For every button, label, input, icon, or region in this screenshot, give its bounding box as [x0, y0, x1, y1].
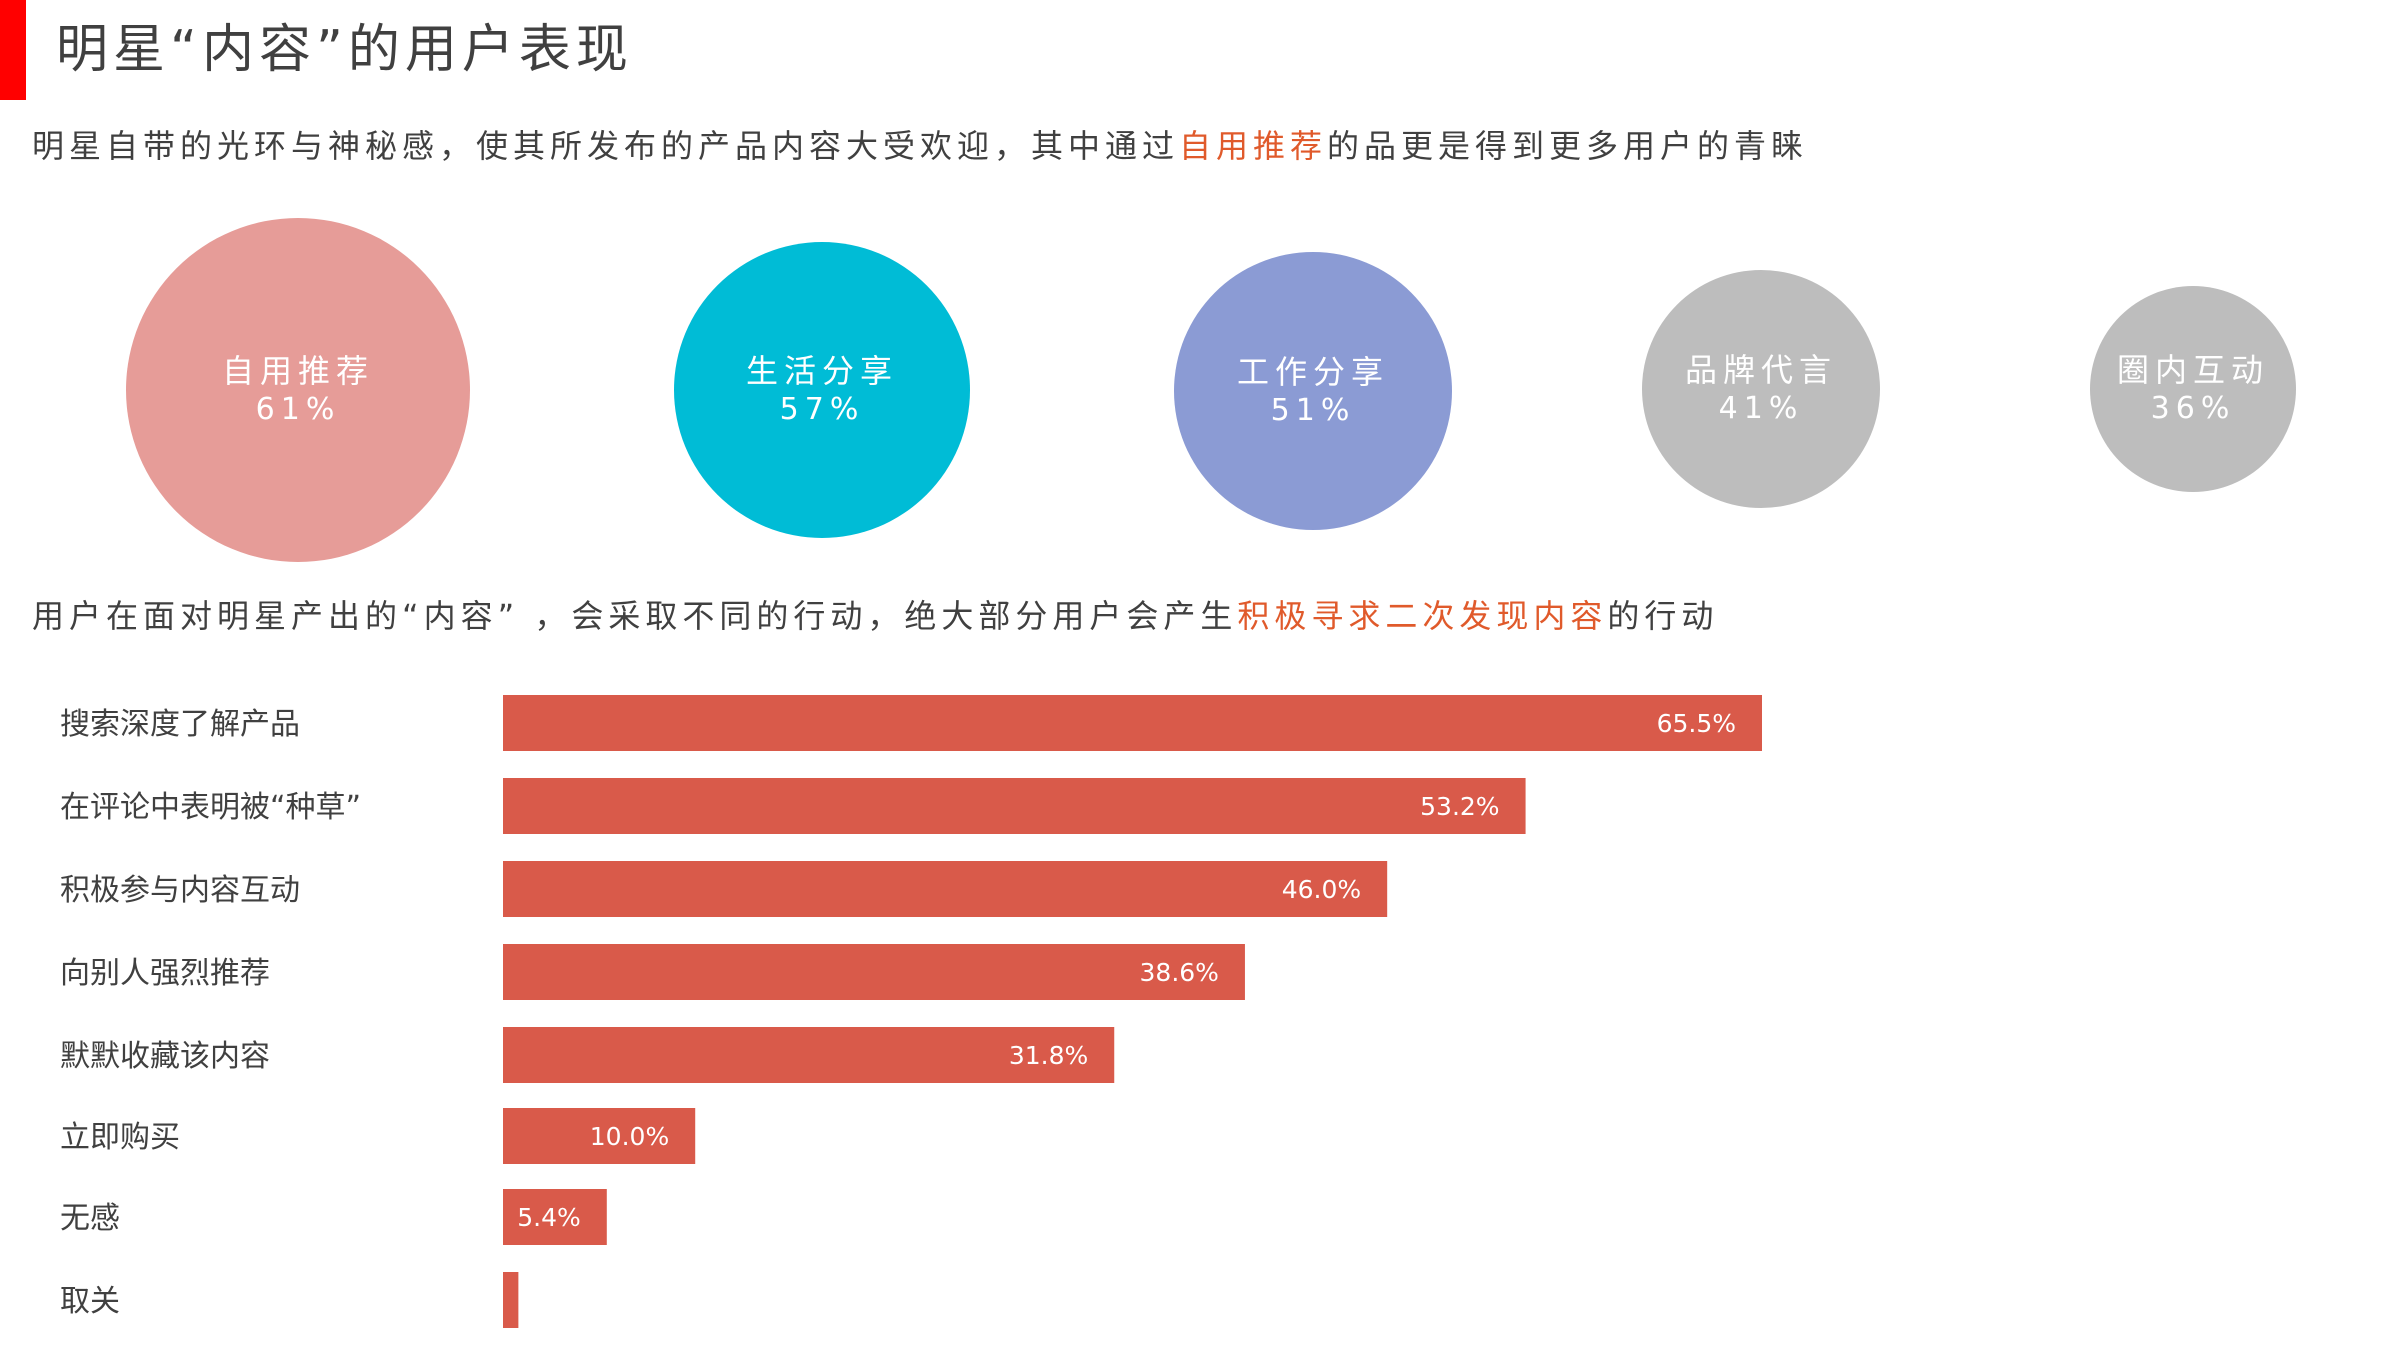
subtitle-bars: 用户在面对明星产出的“内容” ，会采取不同的行动，绝大部分用户会产生积极寻求二次… — [32, 594, 1718, 638]
bubble-brand-endorse: 品牌代言 41% — [1642, 270, 1880, 508]
bubble-label: 自用推荐 — [221, 352, 374, 390]
bubble-label: 工作分享 — [1236, 353, 1389, 391]
bar-category-label: 取关 — [60, 1284, 120, 1319]
bar-value-label: 46.0% — [1282, 875, 1361, 904]
bubble-label: 生活分享 — [745, 352, 898, 390]
bar-category-label: 无感 — [60, 1201, 120, 1236]
bar-category-label: 积极参与内容互动 — [60, 873, 300, 908]
bar — [503, 1027, 1115, 1083]
bar-value-label: 31.8% — [1009, 1041, 1088, 1070]
page-title: 明星“内容”的用户表现 — [56, 20, 633, 80]
bar-value-label: 38.6% — [1140, 958, 1219, 987]
subtitle-bubbles-post: 的品更是得到更多用户的青睐 — [1327, 127, 1809, 165]
subtitle-bubbles-highlight: 自用推荐 — [1179, 127, 1328, 165]
bar-category-label: 在评论中表明被“种草” — [60, 790, 361, 825]
bar — [503, 861, 1388, 917]
bubble-self-recommend: 自用推荐 61% — [126, 218, 470, 562]
subtitle-bars-post: 的行动 — [1607, 597, 1719, 635]
bubble-work-share: 工作分享 51% — [1174, 252, 1452, 530]
bar-category-label: 向别人强烈推荐 — [60, 956, 270, 991]
bubble-circle-interact: 圈内互动 36% — [2090, 286, 2296, 492]
bar — [503, 1272, 519, 1328]
bubble-value: 36% — [2150, 391, 2236, 426]
bar — [503, 695, 1762, 751]
bar — [503, 1189, 607, 1245]
bar — [503, 944, 1245, 1000]
bar-value-label: 5.4% — [517, 1203, 581, 1232]
bubble-value: 61% — [255, 392, 341, 427]
bar — [503, 778, 1526, 834]
subtitle-bars-pre: 用户在面对明星产出的“内容” ，会采取不同的行动，绝大部分用户会产生 — [32, 597, 1238, 635]
bar-category-label: 默默收藏该内容 — [60, 1039, 270, 1074]
subtitle-bubbles-pre: 明星自带的光环与神秘感，使其所发布的产品内容大受欢迎，其中通过 — [32, 127, 1180, 165]
bar-category-label: 搜索深度了解产品 — [60, 707, 300, 742]
bar-value-label: 10.0% — [590, 1122, 669, 1151]
bubble-value: 41% — [1718, 391, 1804, 426]
bar — [503, 1108, 696, 1164]
bar-value-label: 65.5% — [1657, 709, 1736, 738]
bubble-label: 圈内互动 — [2116, 351, 2269, 389]
bubble-life-share: 生活分享 57% — [674, 242, 970, 538]
title-accent-bar — [0, 0, 26, 100]
subtitle-bubbles: 明星自带的光环与神秘感，使其所发布的产品内容大受欢迎，其中通过自用推荐的品更是得… — [32, 124, 1808, 168]
bar-category-label: 立即购买 — [60, 1120, 180, 1155]
bubble-value: 51% — [1270, 393, 1356, 428]
bar-value-label: 53.2% — [1420, 792, 1499, 821]
bubble-label: 品牌代言 — [1684, 351, 1837, 389]
bar-chart: 搜索深度了解产品 65.5% 在评论中表明被“种草” 53.2% 积极参与内容互动 46.… — [60, 695, 1762, 1328]
subtitle-bars-highlight: 积极寻求二次发现内容 — [1237, 597, 1608, 635]
bubble-value: 57% — [779, 392, 865, 427]
